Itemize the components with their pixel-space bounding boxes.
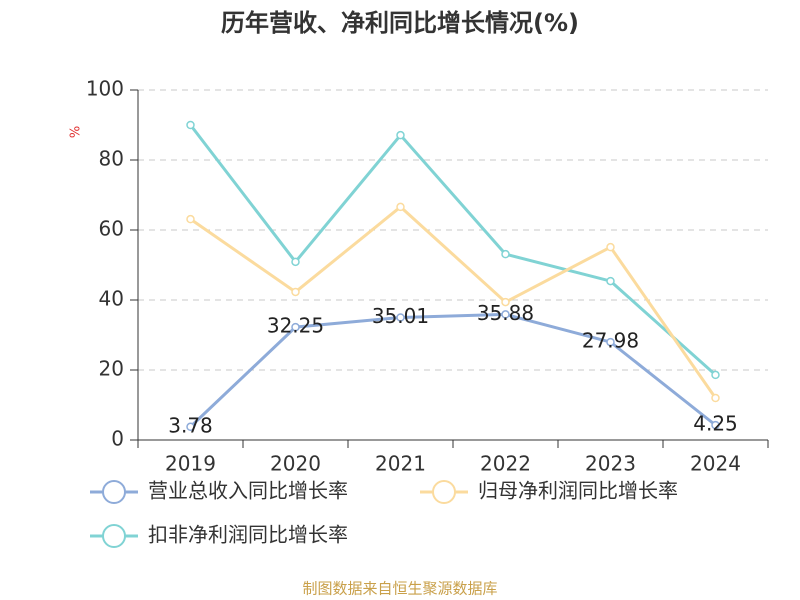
y-axis-label: %: [69, 126, 84, 138]
data-point: [606, 276, 615, 286]
x-tick-label: 2021: [375, 452, 426, 476]
y-tick-label: 0: [111, 427, 124, 451]
data-point: [291, 257, 300, 267]
legend-label: 归母净利润同比增长率: [478, 479, 678, 503]
legend-label: 扣非净利润同比增长率: [148, 523, 348, 547]
data-point: [291, 287, 300, 297]
x-tick-label: 2024: [690, 452, 741, 476]
chart-title: 历年营收、净利同比增长情况(%): [221, 9, 579, 37]
series-line: [189, 312, 717, 428]
data-point: [186, 120, 195, 130]
data-point: [711, 370, 720, 380]
y-tick-label: 20: [99, 357, 124, 381]
legend-marker: [432, 480, 456, 504]
source-note: 制图数据来自恒生聚源数据库: [302, 580, 497, 598]
x-tick-label: 2020: [270, 452, 321, 476]
y-tick-label: 60: [99, 217, 124, 241]
data-point: [186, 214, 195, 224]
data-point: [501, 297, 510, 307]
data-label: 27.98: [582, 329, 639, 353]
y-tick-label: 80: [99, 147, 124, 171]
data-point: [501, 310, 510, 319]
x-tick-label: 2022: [480, 452, 531, 476]
data-point: [291, 322, 300, 332]
data-point: [396, 313, 405, 322]
legend-marker: [102, 480, 126, 504]
data-label: 35.88: [477, 301, 534, 325]
data-point: [186, 422, 195, 432]
data-point: [501, 249, 510, 259]
series-line: [189, 204, 717, 399]
data-label: 3.78: [168, 413, 213, 437]
data-point: [606, 242, 615, 252]
data-point: [396, 130, 405, 140]
x-tick-label: 2023: [585, 452, 636, 476]
data-point: [396, 202, 405, 212]
data-label: 4.25: [693, 412, 738, 436]
series-line: [189, 124, 717, 377]
data-point: [711, 393, 720, 403]
legend-label: 营业总收入同比增长率: [148, 479, 348, 503]
y-tick-label: 40: [99, 287, 124, 311]
legend-marker: [102, 524, 126, 548]
y-tick-label: 100: [86, 77, 124, 101]
data-point: [606, 337, 615, 347]
x-tick-label: 2019: [165, 452, 216, 476]
data-point: [711, 420, 720, 430]
data-label: 32.25: [267, 314, 324, 338]
data-label: 35.01: [372, 304, 429, 328]
